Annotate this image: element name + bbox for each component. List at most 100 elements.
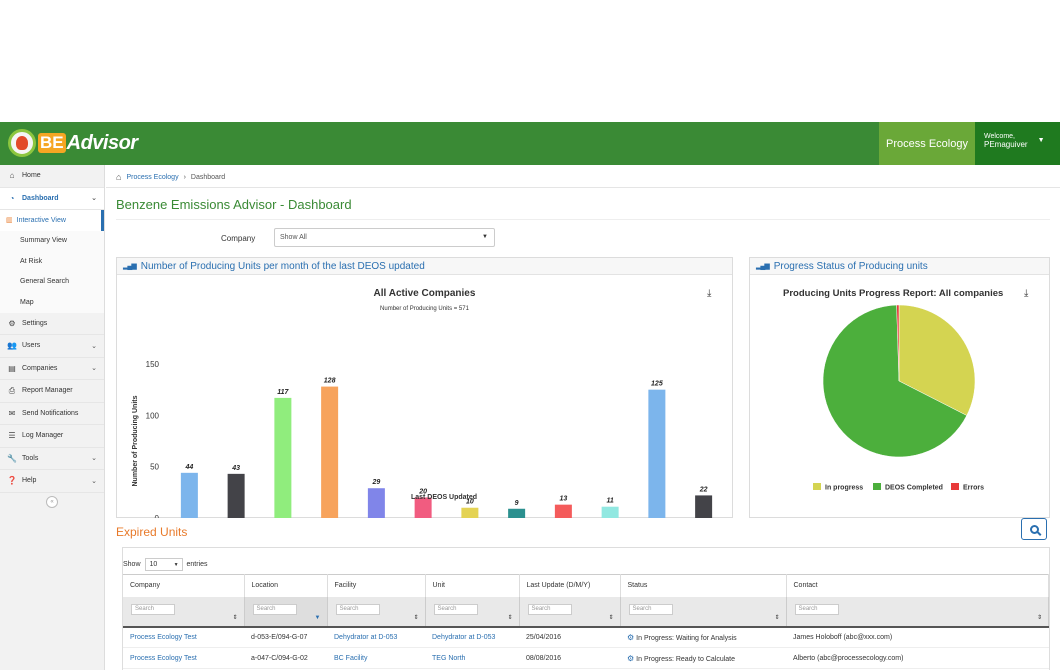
legend-label: Errors: [963, 485, 984, 492]
search-input-facility[interactable]: Search: [335, 603, 380, 615]
column-header-unit[interactable]: Unit: [425, 574, 520, 597]
app-logo[interactable]: BE Advisor: [8, 128, 138, 158]
sidebar-collapse-toggle[interactable]: «: [0, 493, 104, 511]
expired-units-title: Expired Units: [116, 525, 188, 539]
sidebar-item-report-manager[interactable]: ⎙ Report Manager: [0, 380, 104, 403]
column-header-contact[interactable]: Contact: [786, 574, 1049, 597]
breadcrumb-current: Dashboard: [190, 173, 226, 181]
unit-link[interactable]: Dehydrator at D-053: [425, 626, 519, 648]
sidebar-item-home[interactable]: ⌂ Home: [0, 165, 104, 188]
bar-chart-panel-title: Number of Producing Units per month of t…: [140, 260, 425, 272]
contact-cell: James Holoboff (abc@xxx.com): [786, 626, 1049, 648]
sidebar-item-users[interactable]: 👥 Users ⌄: [0, 335, 104, 358]
expired-units-table-wrapper: Show 10 ▼ entries Company Location Facili…: [122, 547, 1050, 670]
table-row: Process Ecology Test d-053-E/094-G-07 De…: [123, 626, 1049, 648]
download-icon[interactable]: ⤓: [1024, 288, 1029, 299]
column-header-facility[interactable]: Facility: [327, 574, 426, 597]
user-menu[interactable]: Welcome, PEmaguiver ▼: [975, 122, 1060, 165]
facility-link[interactable]: BC Facility: [327, 647, 425, 669]
pie-chart-panel-header: ▂▄▆ Progress Status of Producing units: [750, 258, 1049, 275]
chevron-down-icon: ⌄: [91, 455, 97, 463]
pie-chart-panel: ▂▄▆ Progress Status of Producing units P…: [749, 257, 1050, 518]
logo-emblem-icon: [8, 129, 36, 157]
breadcrumb-root-link[interactable]: Process Ecology: [126, 173, 179, 181]
sidebar: ⌂ Home ◔ Dashboard ⌄ ▥ Interactive View Summ…: [0, 165, 105, 670]
gear-icon: ⚙: [8, 318, 16, 328]
column-header-status[interactable]: Status: [620, 574, 787, 597]
report-icon: ⎙: [8, 385, 16, 395]
sidebar-subitem-map[interactable]: Map: [0, 292, 104, 313]
bar-chart-panel: ▂▄▆ Number of Producing Units per month …: [116, 257, 733, 518]
bar-chart-panel-header: ▂▄▆ Number of Producing Units per month …: [117, 258, 732, 275]
cogs-icon: ⚙: [627, 632, 635, 642]
facility-link[interactable]: Dehydrator at D-053: [327, 626, 425, 648]
column-header-company[interactable]: Company: [123, 574, 245, 597]
sidebar-item-send-notifications[interactable]: ✉ Send Notifications: [0, 403, 104, 425]
company-link[interactable]: Process Ecology Test: [123, 626, 244, 648]
sidebar-item-log-manager[interactable]: ☰ Log Manager: [0, 425, 104, 448]
company-link[interactable]: Process Ecology Test: [123, 647, 244, 669]
chevron-down-icon: ⌄: [91, 342, 97, 350]
main-content: ⌂ Process Ecology › Dashboard Benzene Em…: [106, 165, 1060, 670]
search-input-contact[interactable]: Search: [794, 603, 839, 615]
download-icon[interactable]: ⤓: [707, 288, 712, 299]
sidebar-item-tools[interactable]: 🔧 Tools ⌄: [0, 448, 104, 470]
sort-icon[interactable]: ⇕: [1036, 614, 1042, 621]
bar-chart-icon: ▂▄▆: [756, 263, 770, 270]
caret-down-icon: ▼: [1037, 137, 1045, 144]
sidebar-subitem-interactive-view[interactable]: ▥ Interactive View: [0, 210, 104, 231]
bar: [461, 507, 479, 518]
sidebar-item-dashboard[interactable]: ◔ Dashboard ⌄: [0, 187, 104, 210]
search-input-unit[interactable]: Search: [433, 603, 478, 615]
search-input-status[interactable]: Search: [628, 603, 673, 615]
sort-icon[interactable]: ⇕: [507, 614, 513, 621]
sidebar-subitem-at-risk[interactable]: At Risk: [0, 251, 104, 272]
sort-icon[interactable]: ⇕: [413, 614, 419, 621]
pie-chart-title: Producing Units Progress Report: All com…: [783, 288, 1004, 299]
expired-units-table: Company Location Facility Unit Last Upda…: [123, 574, 1049, 669]
entries-label: entries: [186, 561, 208, 568]
home-icon[interactable]: ⌂: [116, 172, 122, 182]
bar: [367, 488, 385, 518]
sidebar-item-companies[interactable]: ▤ Companies ⌄: [0, 358, 104, 380]
sort-icon[interactable]: ⇕: [232, 614, 238, 621]
chevron-down-icon: ⌄: [91, 477, 97, 485]
sidebar-subitem-general-search[interactable]: General Search: [0, 271, 104, 292]
bar: [321, 386, 339, 518]
top-whitespace: [0, 0, 1060, 122]
pie-slice: [898, 304, 976, 416]
y-tick-label: 150: [146, 360, 160, 369]
table-row: Process Ecology Test a-047-C/094-G-02 BC…: [123, 647, 1049, 669]
company-name-button[interactable]: Process Ecology: [879, 122, 975, 165]
column-header-last-update[interactable]: Last Update (D/M/Y): [519, 574, 621, 597]
sort-icon[interactable]: ⇕: [608, 614, 614, 621]
building-icon: ▤: [8, 363, 16, 373]
last-update-cell: 25/04/2016: [519, 626, 620, 648]
unit-link[interactable]: TEG North: [425, 647, 519, 669]
logo-advisor-text: Advisor: [66, 131, 138, 154]
sidebar-item-label: Tools: [22, 454, 39, 462]
bar-chart-title: All Active Companies: [373, 288, 476, 299]
sidebar-item-label: Companies: [22, 364, 58, 372]
bar-chart-subtitle: Number of Producing Units = 571: [380, 306, 469, 312]
sidebar-subitem-summary-view[interactable]: Summary View: [0, 230, 104, 251]
entries-select[interactable]: 10 ▼: [144, 558, 183, 571]
search-input-location[interactable]: Search: [252, 603, 297, 615]
y-axis-label: Number of Producing Units: [132, 395, 139, 486]
company-filter-select[interactable]: Show All ▼: [274, 228, 495, 247]
search-input-company[interactable]: Search: [131, 603, 175, 615]
data-label: 29: [371, 479, 380, 486]
column-header-location[interactable]: Location: [244, 574, 328, 597]
sidebar-item-settings[interactable]: ⚙ Settings: [0, 313, 104, 335]
search-button[interactable]: [1021, 518, 1047, 540]
sidebar-item-help[interactable]: ❓ Help ⌄: [0, 470, 104, 493]
app-header: BE Advisor Process Ecology Welcome, PEma…: [0, 122, 1060, 165]
search-input-last-update[interactable]: Search: [527, 603, 572, 615]
select-arrow-icon: ▼: [482, 234, 488, 240]
breadcrumb: ⌂ Process Ecology › Dashboard: [116, 172, 225, 182]
users-icon: 👥: [7, 341, 17, 351]
sort-icon[interactable]: ⇕: [774, 614, 780, 621]
sort-desc-icon[interactable]: ▼: [314, 614, 321, 621]
y-tick-label: 50: [150, 463, 159, 472]
pie-chart-svg: In progress DEOS Completed Errors: [813, 304, 984, 492]
